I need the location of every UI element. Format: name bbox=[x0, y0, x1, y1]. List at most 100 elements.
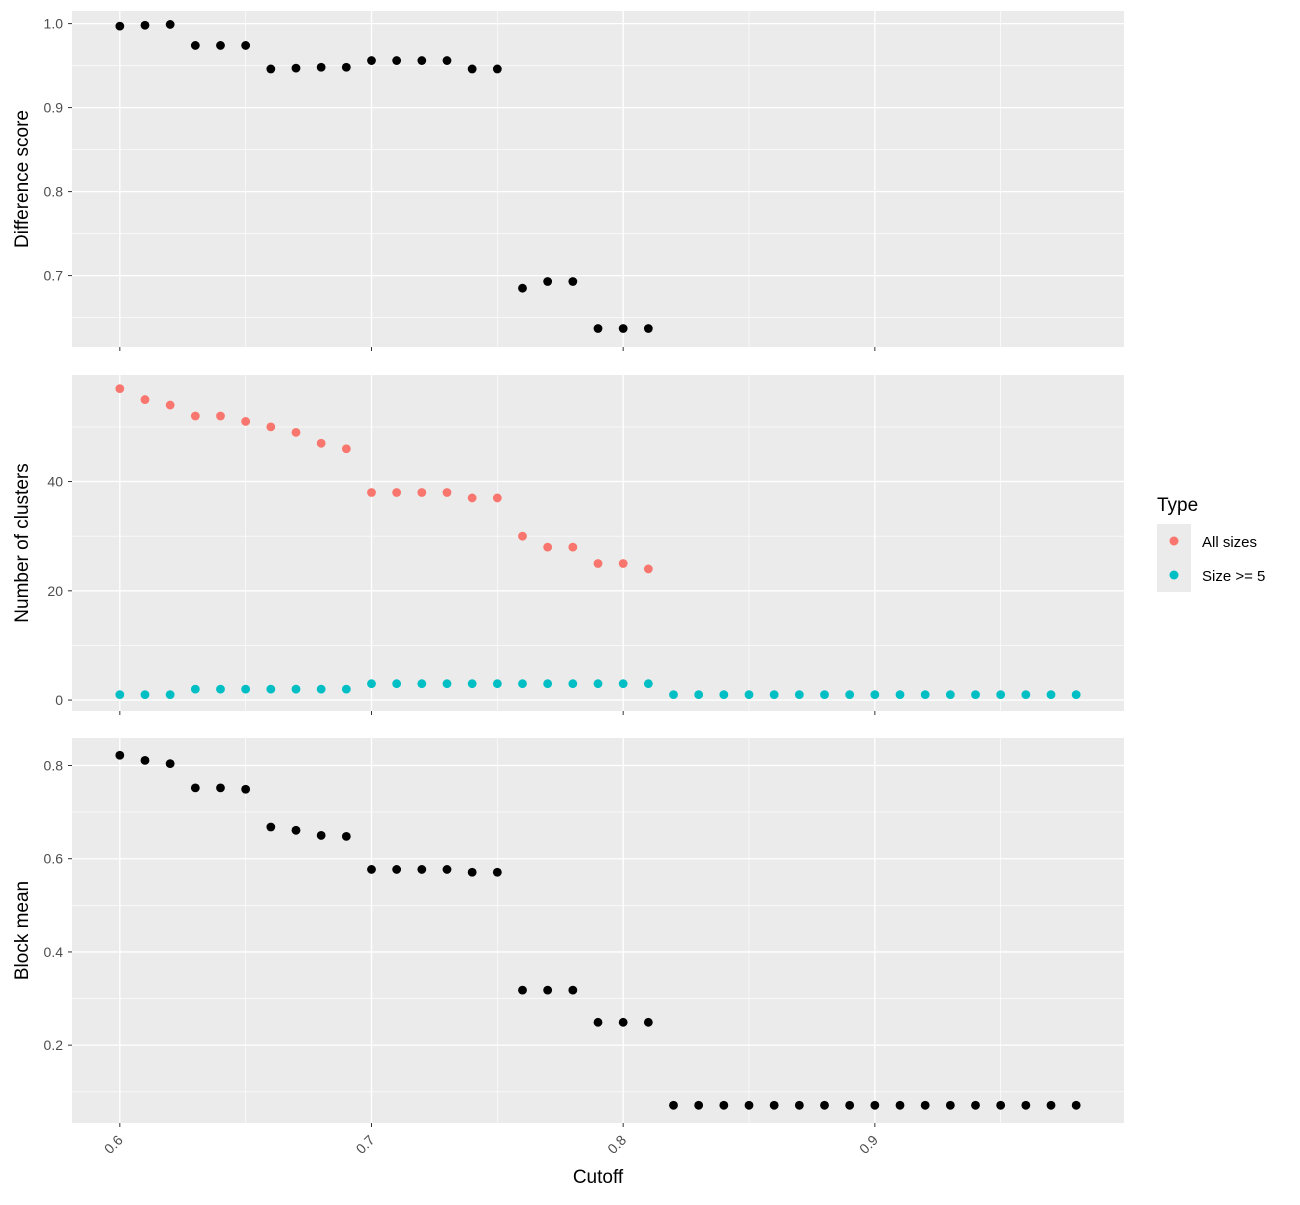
data-point-difference-series-0 bbox=[518, 283, 527, 293]
data-point-clusters-size-5 bbox=[971, 690, 980, 700]
data-point-clusters-size-5 bbox=[341, 684, 351, 694]
data-point-clusters-size-5 bbox=[392, 679, 402, 689]
legend-label-all-sizes: All sizes bbox=[1202, 534, 1257, 551]
data-point-difference-series-0 bbox=[417, 56, 427, 65]
data-point-clusters-size-5 bbox=[1071, 690, 1081, 700]
data-point-block-series-0 bbox=[568, 985, 578, 995]
data-point-block-series-0 bbox=[241, 784, 251, 794]
data-point-clusters-all-sizes bbox=[140, 395, 150, 404]
panel-background-block bbox=[72, 738, 1124, 1123]
data-point-clusters-size-5 bbox=[190, 684, 200, 694]
data-point-clusters-all-sizes bbox=[392, 488, 402, 497]
data-point-clusters-all-sizes bbox=[216, 411, 225, 421]
data-point-clusters-size-5 bbox=[467, 679, 477, 689]
data-point-difference-series-0 bbox=[165, 20, 175, 29]
data-point-clusters-size-5 bbox=[543, 679, 553, 689]
data-point-clusters-size-5 bbox=[794, 690, 804, 700]
y-tick-label-1-0: 1.0 bbox=[44, 16, 64, 32]
panel-background-clusters bbox=[72, 375, 1124, 711]
data-point-difference-series-0 bbox=[367, 56, 376, 65]
data-point-block-series-0 bbox=[467, 867, 477, 877]
data-point-clusters-all-sizes bbox=[518, 531, 527, 541]
data-point-difference-series-0 bbox=[442, 56, 452, 65]
y-tick-label-0-8: 0.8 bbox=[44, 184, 64, 200]
data-point-block-series-0 bbox=[190, 783, 200, 793]
panel-clusters: 0 20 40 Number of clusters bbox=[12, 375, 1124, 715]
data-point-block-series-0 bbox=[643, 1017, 653, 1027]
data-point-block-series-0 bbox=[1071, 1100, 1081, 1110]
data-point-block-series-0 bbox=[945, 1100, 955, 1110]
data-point-difference-series-0 bbox=[341, 62, 351, 72]
data-point-difference-series-0 bbox=[492, 64, 502, 74]
data-point-difference-series-0 bbox=[115, 21, 125, 31]
data-point-clusters-all-sizes bbox=[643, 564, 653, 574]
data-point-clusters-all-sizes bbox=[266, 422, 276, 432]
data-point-block-series-0 bbox=[165, 759, 175, 769]
data-point-clusters-size-5 bbox=[895, 690, 905, 700]
y-axis-title-clusters: Number of clusters bbox=[12, 463, 33, 622]
data-point-block-series-0 bbox=[618, 1017, 628, 1027]
legend: Type All sizes Size >= 5 bbox=[1157, 495, 1265, 592]
data-point-clusters-size-5 bbox=[316, 684, 326, 694]
data-point-clusters-size-5 bbox=[140, 690, 150, 700]
data-point-block-series-0 bbox=[971, 1100, 980, 1110]
data-point-difference-series-0 bbox=[241, 41, 251, 50]
data-point-difference-series-0 bbox=[618, 324, 628, 333]
data-point-block-series-0 bbox=[216, 783, 225, 793]
data-point-difference-series-0 bbox=[190, 41, 200, 50]
data-point-clusters-size-5 bbox=[115, 690, 125, 700]
data-point-clusters-size-5 bbox=[291, 684, 301, 694]
data-point-clusters-size-5 bbox=[719, 690, 729, 700]
data-point-difference-series-0 bbox=[568, 277, 578, 286]
panels: 0.7 0.8 0.9 1.0 Difference score 0 20 40 Number … bbox=[12, 11, 1124, 1157]
data-point-clusters-all-sizes bbox=[341, 444, 351, 454]
data-point-block-series-0 bbox=[367, 865, 376, 874]
data-point-clusters-all-sizes bbox=[467, 493, 477, 503]
data-point-clusters-size-5 bbox=[996, 690, 1006, 700]
data-point-block-series-0 bbox=[845, 1100, 855, 1110]
data-point-clusters-all-sizes bbox=[442, 488, 452, 497]
y-tick-label-0-9: 0.9 bbox=[44, 100, 64, 116]
data-point-clusters-size-5 bbox=[694, 690, 704, 700]
data-point-clusters-size-5 bbox=[1046, 690, 1056, 700]
data-point-clusters-size-5 bbox=[442, 679, 452, 689]
data-point-clusters-size-5 bbox=[1021, 690, 1031, 700]
data-point-clusters-all-sizes bbox=[618, 559, 628, 568]
data-point-clusters-all-sizes bbox=[241, 417, 251, 426]
data-point-clusters-all-sizes bbox=[291, 427, 301, 437]
data-point-block-series-0 bbox=[518, 985, 527, 995]
data-point-clusters-size-5 bbox=[492, 679, 502, 689]
data-point-clusters-size-5 bbox=[568, 679, 578, 689]
data-point-block-series-0 bbox=[417, 865, 427, 874]
data-point-block-series-0 bbox=[593, 1017, 603, 1027]
data-point-clusters-all-sizes bbox=[492, 493, 502, 503]
data-point-block-series-0 bbox=[769, 1100, 779, 1110]
data-point-difference-series-0 bbox=[543, 277, 553, 286]
legend-marker-all-sizes bbox=[1169, 536, 1179, 546]
data-point-clusters-all-sizes bbox=[593, 559, 603, 568]
data-point-clusters-size-5 bbox=[643, 679, 653, 689]
data-point-difference-series-0 bbox=[316, 62, 326, 72]
data-point-difference-series-0 bbox=[643, 324, 653, 333]
data-point-clusters-all-sizes bbox=[543, 542, 553, 552]
panel-block: 0.2 0.4 0.6 0.8 Block mean bbox=[12, 738, 1124, 1127]
data-point-block-series-0 bbox=[870, 1100, 880, 1110]
data-point-block-series-0 bbox=[392, 865, 402, 874]
data-point-clusters-size-5 bbox=[845, 690, 855, 700]
data-point-clusters-size-5 bbox=[769, 690, 779, 700]
legend-title: Type bbox=[1157, 495, 1198, 516]
data-point-clusters-size-5 bbox=[593, 679, 603, 689]
data-point-clusters-size-5 bbox=[367, 679, 376, 689]
y-tick-label-40: 40 bbox=[47, 474, 63, 490]
data-point-block-series-0 bbox=[341, 831, 351, 841]
legend-label-size-5: Size >= 5 bbox=[1202, 568, 1265, 585]
data-point-block-series-0 bbox=[669, 1100, 678, 1110]
data-point-block-series-0 bbox=[442, 865, 452, 874]
data-point-clusters-size-5 bbox=[920, 690, 930, 700]
data-point-clusters-size-5 bbox=[417, 679, 427, 689]
data-point-block-series-0 bbox=[543, 985, 553, 995]
data-point-clusters-size-5 bbox=[820, 690, 829, 700]
data-point-clusters-all-sizes bbox=[417, 488, 427, 497]
data-point-difference-series-0 bbox=[593, 324, 603, 333]
